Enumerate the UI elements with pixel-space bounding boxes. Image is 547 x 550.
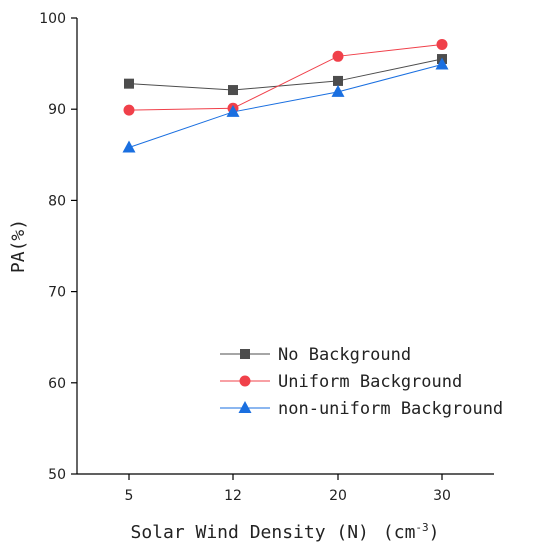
- x-axis-title-unit: (cm: [383, 522, 416, 543]
- data-point-triangle: [122, 140, 136, 153]
- legend-entry: non-uniform Background: [220, 399, 503, 419]
- y-tick-label: 100: [39, 11, 66, 27]
- legend-label: Uniform Background: [278, 372, 462, 392]
- data-point-circle: [436, 38, 448, 50]
- y-tick-label: 50: [48, 467, 66, 483]
- series-layer: [122, 38, 449, 153]
- x-axis-title: Solar Wind Density (N) (cm-3): [130, 521, 439, 543]
- legend-entry: No Background: [220, 345, 411, 365]
- x-tick-label: 30: [433, 488, 451, 504]
- x-axis-title-unit-exponent: -3: [415, 521, 428, 534]
- legend-marker-triangle: [238, 401, 252, 413]
- legend-label: No Background: [278, 345, 411, 365]
- data-point-circle: [332, 50, 344, 62]
- data-point-square: [333, 75, 343, 86]
- x-axis-title-unit-close: ): [429, 522, 440, 543]
- series-circle: [123, 38, 448, 116]
- series-square: [124, 54, 447, 96]
- x-tick-label: 12: [224, 488, 242, 504]
- legend-entry: Uniform Background: [220, 372, 462, 392]
- data-point-triangle: [435, 57, 449, 70]
- legend-marker-square: [240, 349, 250, 359]
- y-tick-label: 60: [48, 376, 66, 392]
- series-triangle: [122, 57, 449, 153]
- x-axis-ticks: 5 12 20 30: [125, 474, 451, 504]
- y-tick-label: 90: [48, 102, 66, 118]
- y-tick-label: 70: [48, 285, 66, 301]
- series-line: [128, 58, 443, 91]
- legend-marker-circle: [239, 375, 251, 387]
- x-tick-label: 20: [329, 488, 347, 504]
- x-axis-title-main: Solar Wind Density (N): [130, 522, 368, 543]
- plot-frame: [76, 18, 494, 475]
- x-tick-label: 5: [125, 488, 134, 504]
- series-line: [128, 64, 443, 148]
- y-axis-ticks: 50 60 70 80 90 100: [39, 11, 77, 483]
- data-point-square: [228, 85, 238, 96]
- data-point-circle: [123, 104, 135, 116]
- data-point-triangle: [331, 84, 345, 97]
- series-line: [128, 43, 443, 111]
- legend-label: non-uniform Background: [278, 399, 503, 419]
- y-axis-title: PA(%): [8, 219, 29, 273]
- data-point-square: [124, 78, 134, 89]
- legend: No Background Uniform Background non-unifo…: [220, 345, 503, 419]
- data-point-triangle: [226, 104, 240, 117]
- y-tick-label: 80: [48, 193, 66, 209]
